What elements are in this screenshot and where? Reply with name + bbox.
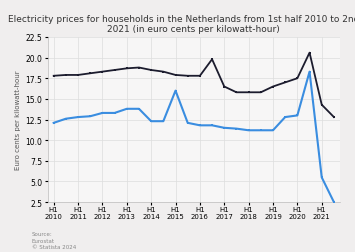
Title: Electricity prices for households in the Netherlands from 1st half 2010 to 2nd h: Electricity prices for households in the… xyxy=(8,15,355,34)
Text: Source:
Eurostat
© Statista 2024: Source: Eurostat © Statista 2024 xyxy=(32,231,76,249)
Y-axis label: Euro cents per kilowatt-hour: Euro cents per kilowatt-hour xyxy=(15,71,21,170)
